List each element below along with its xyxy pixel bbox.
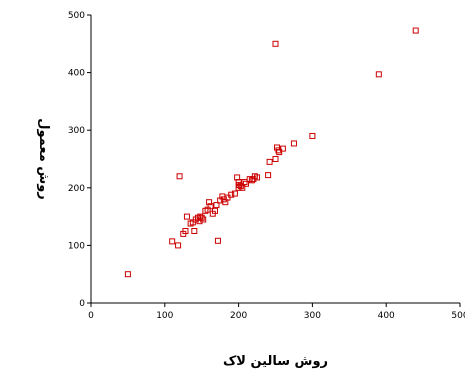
x-ticks: 0 100 200 300 400 500 [88,303,465,321]
data-point [200,216,207,223]
data-point [231,190,238,197]
data-point [375,71,382,78]
x-tick-label: 0 [88,311,94,321]
data-point [169,238,176,245]
data-point [198,214,205,221]
data-point [207,203,214,210]
data-point [124,271,131,278]
data-point [228,191,235,198]
y-tick-label: 400 [68,69,85,79]
data-point [213,202,220,209]
axes [90,15,460,304]
x-tick-label: 200 [230,311,247,321]
data-point [191,228,198,234]
data-point [211,207,218,214]
data-point [279,145,286,152]
x-axis-title: روش سالین لاک [223,354,328,369]
data-point [272,40,279,47]
data-points [124,27,419,278]
data-point [242,180,249,187]
data-point [266,158,273,165]
data-point [265,172,272,179]
data-point [183,213,190,220]
data-point [290,140,297,147]
y-axis-title: روش معمول [36,118,51,200]
x-tick-label: 500 [451,311,465,321]
x-tick-label: 300 [304,311,321,321]
data-point [276,149,283,156]
data-point [412,27,419,34]
y-tick-label: 200 [68,184,85,194]
data-point [214,237,221,244]
y-tick-label: 300 [68,126,85,136]
x-tick-label: 100 [156,311,173,321]
data-point [182,228,189,234]
data-point [239,184,246,191]
data-point [309,132,316,139]
data-point [206,199,213,206]
data-point [254,174,261,181]
y-tick-label: 500 [68,11,85,21]
data-point [176,173,183,180]
data-point [275,147,282,154]
y-tick-label: 100 [68,241,85,251]
x-tick-label: 400 [378,311,395,321]
data-point [175,242,182,249]
y-ticks: 0 100 200 300 400 500 [68,11,91,309]
data-point [272,156,279,162]
y-tick-label: 0 [79,299,85,309]
